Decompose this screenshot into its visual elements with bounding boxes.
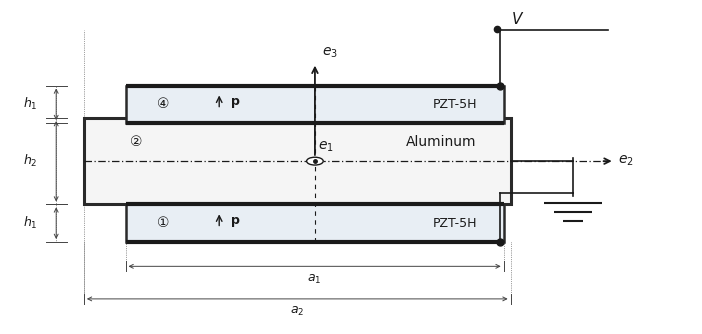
Text: $h_1$: $h_1$: [23, 215, 38, 231]
Circle shape: [307, 157, 323, 165]
Text: $a_2$: $a_2$: [290, 305, 305, 319]
Text: $\mathbf{p}$: $\mathbf{p}$: [230, 214, 240, 228]
Text: ①: ①: [157, 216, 170, 230]
Text: $V$: $V$: [510, 11, 524, 27]
Text: $\mathbf{p}$: $\mathbf{p}$: [230, 96, 240, 110]
Text: $h_1$: $h_1$: [23, 96, 38, 112]
Text: PZT-5H: PZT-5H: [433, 217, 477, 230]
Bar: [84, 118, 510, 204]
Text: ④: ④: [157, 97, 170, 111]
Text: $a_1$: $a_1$: [307, 273, 322, 286]
Text: $e_1$: $e_1$: [319, 140, 334, 154]
Text: ②: ②: [130, 135, 143, 149]
Bar: [126, 204, 503, 242]
Text: $h_2$: $h_2$: [23, 153, 38, 169]
Text: PZT-5H: PZT-5H: [433, 98, 477, 111]
Text: $e_3$: $e_3$: [322, 45, 338, 59]
Bar: [126, 86, 503, 123]
Text: $e_2$: $e_2$: [618, 154, 634, 168]
Text: Aluminum: Aluminum: [406, 135, 477, 149]
